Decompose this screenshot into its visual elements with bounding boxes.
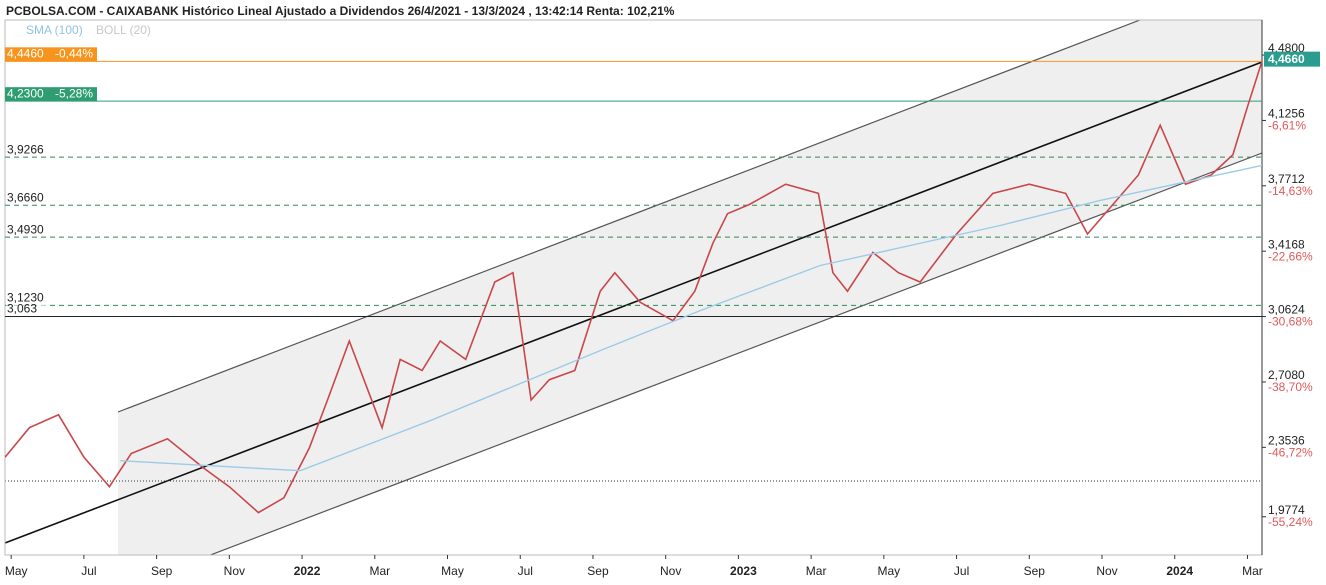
- price-line: [5, 61, 1262, 514]
- x-tick-label: May: [441, 564, 464, 578]
- legend-label: SMA (100): [26, 23, 83, 37]
- y-tick-return: -46,72%: [1268, 446, 1313, 460]
- x-tick-label: Sep: [1024, 564, 1046, 578]
- channel-lower: [208, 152, 1262, 555]
- level-box: [5, 87, 97, 102]
- x-tick-label: Sep: [151, 564, 173, 578]
- legend-label: BOLL (20): [96, 23, 151, 37]
- y-tick-label: 1,9774: [1268, 503, 1305, 517]
- y-tick-label: 3,0624: [1268, 303, 1305, 317]
- y-tick-return: -6,61%: [1268, 119, 1306, 133]
- plot-area: [5, 60, 1262, 514]
- x-tick-label: Mar: [369, 564, 390, 578]
- y-tick-label: 2,3536: [1268, 434, 1305, 448]
- y-tick-label: 4,1256: [1268, 107, 1305, 121]
- x-tick-label: 2023: [730, 564, 757, 578]
- x-tick-label: Nov: [660, 564, 681, 578]
- level-label: 3,4930: [7, 222, 44, 236]
- last-price-box: [1264, 51, 1320, 67]
- x-tick-label: Mar: [806, 564, 827, 578]
- level-change: -0,44%: [55, 46, 93, 60]
- y-tick-return: -14,63%: [1268, 184, 1313, 198]
- level-label-bg: [6, 224, 50, 237]
- channel-upper: [117, 20, 1141, 413]
- x-tick-label: Nov: [1096, 564, 1117, 578]
- x-tick-label: May: [878, 564, 901, 578]
- x-tick-label: Jul: [518, 564, 533, 578]
- y-tick-return: -38,70%: [1268, 380, 1313, 394]
- y-tick-label: 3,4168: [1268, 237, 1305, 251]
- channel-middle: [5, 61, 1262, 544]
- level-label-bg: [6, 292, 50, 305]
- level-label: 3,1230: [7, 291, 44, 305]
- x-tick-label: Jul: [81, 564, 96, 578]
- x-tick-label: Jul: [954, 564, 969, 578]
- y-tick-label: 2,7080: [1268, 368, 1305, 382]
- x-tick-label: Mar: [1242, 564, 1263, 578]
- level-label: 3,9266: [7, 142, 44, 156]
- level-change: -5,28%: [55, 86, 93, 100]
- level-label: 4,4460: [7, 46, 44, 60]
- x-tick-label: May: [5, 564, 28, 578]
- y-tick-return: -22,66%: [1268, 249, 1313, 263]
- x-tick-label: 2024: [1166, 564, 1193, 578]
- level-box: [5, 47, 97, 62]
- level-label-bg: [6, 144, 50, 157]
- channel: [5, 20, 1262, 555]
- y-tick-label: 3,7712: [1268, 172, 1305, 186]
- level-label: 3,063: [7, 302, 37, 316]
- x-tick-label: 2022: [294, 564, 321, 578]
- x-tick-label: Nov: [224, 564, 245, 578]
- chart-title: PCBOLSA.COM - CAIXABANK Histórico Lineal…: [6, 4, 675, 18]
- last-price-label: 4,4660: [1268, 52, 1305, 66]
- x-tick-label: Sep: [587, 564, 609, 578]
- level-label: 3,6660: [7, 190, 44, 204]
- channel-fill: [118, 20, 1262, 555]
- level-label: 4,2300: [7, 86, 44, 100]
- level-label-bg: [6, 192, 50, 205]
- level-label-bg: [6, 303, 50, 316]
- y-tick-return: -55,24%: [1268, 515, 1313, 529]
- sma-line: [120, 164, 1262, 472]
- y-tick-return: -30,68%: [1268, 315, 1313, 329]
